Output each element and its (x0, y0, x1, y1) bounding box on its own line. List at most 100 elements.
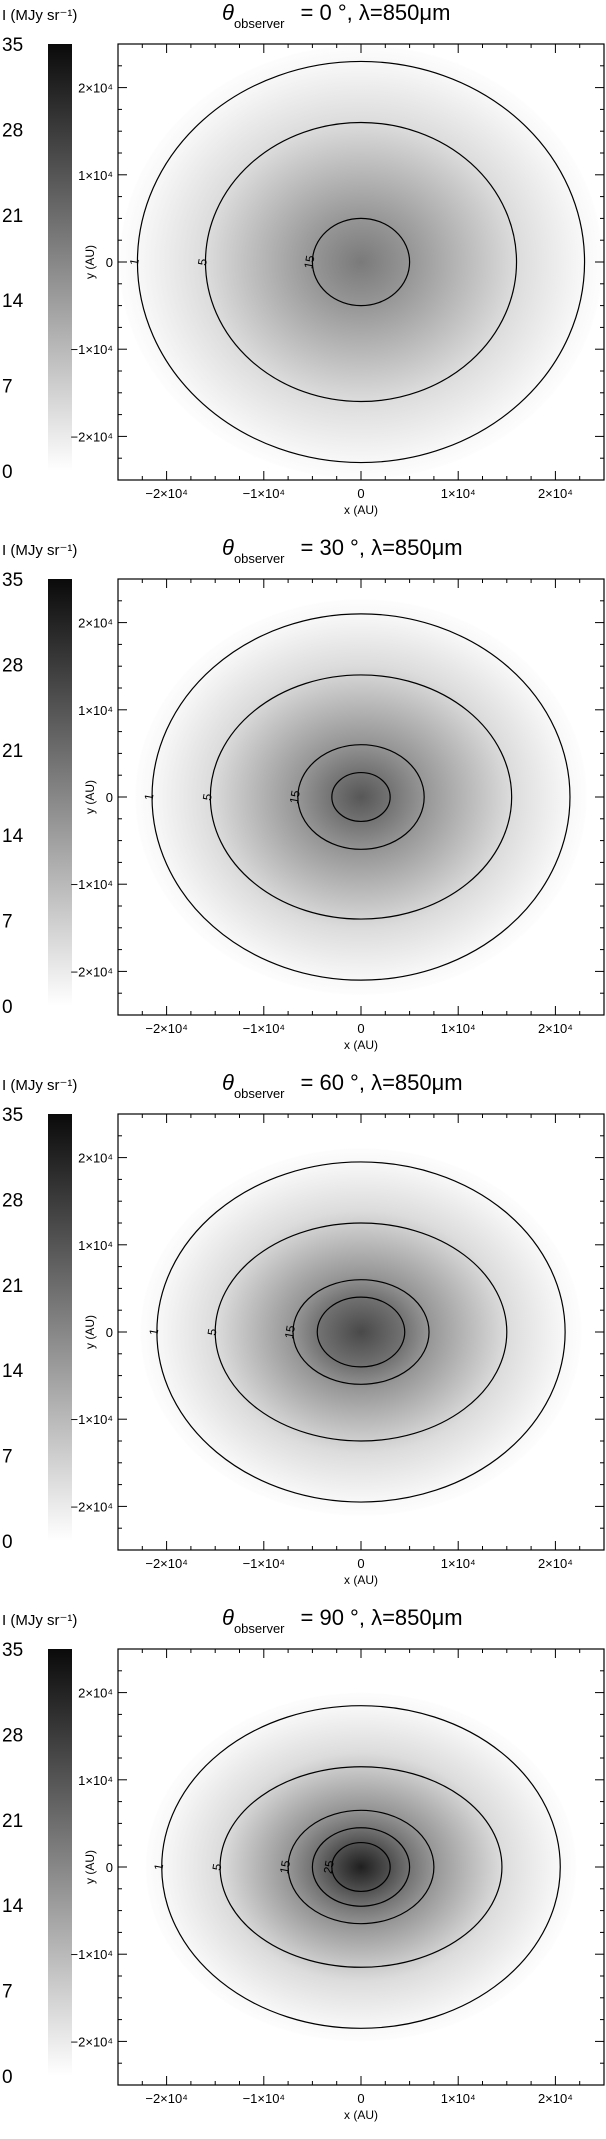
intensity-map (118, 44, 604, 480)
colorbar-tick-label: 14 (2, 291, 24, 312)
contour-label: 15 (287, 789, 303, 805)
contour-line (316, 1296, 406, 1368)
intensity-glow (145, 1692, 577, 2042)
contour-label: 5 (205, 1327, 220, 1336)
colorbar-tick-label: 7 (2, 377, 13, 398)
colorbar (48, 44, 72, 471)
colorbar-label: I (MJy sr⁻¹) (2, 7, 77, 24)
x-axis-label: x (AU) (344, 1573, 378, 1587)
colorbar (48, 1114, 72, 1541)
title-text: = 30 °, λ=850μm (301, 535, 463, 560)
y-tick-label: 0 (106, 790, 113, 805)
colorbar-tick-label: 35 (2, 1105, 23, 1126)
colorbar-label: I (MJy sr⁻¹) (2, 1612, 77, 1629)
colorbar-tick-label: 14 (2, 1361, 24, 1382)
contour-line (287, 1809, 435, 1925)
x-tick-label: 2×10⁴ (538, 2091, 573, 2106)
colorbar (48, 1649, 72, 2076)
intensity-glow (140, 1148, 582, 1516)
contour-line (156, 1161, 566, 1503)
x-tick-label: 0 (357, 1021, 364, 1036)
y-tick-label: −1×10⁴ (71, 342, 113, 357)
y-tick-label: 0 (106, 1860, 113, 1875)
y-tick-label: 2×10⁴ (78, 1686, 113, 1701)
panel-1: I (MJy sr⁻¹) 0 7 14 21 28 35 θobserver = 0 °, λ=… (2, 0, 605, 517)
panel-title: θobserver = 0 °, λ=850μm (222, 0, 450, 31)
colorbar-tick-label: 21 (2, 206, 23, 227)
y-tick-label: 0 (106, 1325, 113, 1340)
contour-line (204, 121, 518, 403)
y-tick-label: −2×10⁴ (71, 429, 113, 444)
contour-label: 1 (127, 257, 142, 266)
colorbar-tick-label: 28 (2, 655, 23, 676)
y-axis-label: y (AU) (83, 780, 97, 814)
colorbar-tick-label: 21 (2, 1276, 23, 1297)
contour-label: 1 (151, 1862, 166, 1871)
y-tick-label: 0 (106, 255, 113, 270)
y-axis-label: y (AU) (83, 1315, 97, 1349)
x-tick-label: 2×10⁴ (538, 1556, 573, 1571)
x-tick-label: 1×10⁴ (441, 1021, 476, 1036)
contour-line (151, 613, 571, 981)
theta-symbol: θ (222, 535, 234, 560)
y-tick-label: −1×10⁴ (71, 877, 113, 892)
colorbar-tick-label: 0 (2, 1532, 13, 1553)
colorbar-tick-label: 35 (2, 1640, 23, 1661)
y-axis-label: y (AU) (83, 1850, 97, 1884)
contour-label: 5 (200, 792, 215, 801)
colorbar-tick-label: 35 (2, 35, 23, 56)
contour-line (136, 60, 586, 464)
colorbar-tick-label: 35 (2, 570, 23, 591)
title-subscript: observer (234, 1621, 285, 1636)
intensity-map (118, 579, 604, 1015)
y-tick-label: −1×10⁴ (71, 1947, 113, 1962)
title-subscript: observer (234, 16, 285, 31)
colorbar-tick-label: 7 (2, 1447, 13, 1468)
x-tick-label: −2×10⁴ (145, 2091, 187, 2106)
x-tick-label: −1×10⁴ (243, 1556, 285, 1571)
x-tick-label: 0 (357, 486, 364, 501)
contour-line (292, 1279, 430, 1385)
colorbar-tick-label: 0 (2, 997, 13, 1018)
colorbar-tick-label: 7 (2, 912, 13, 933)
intensity-map (118, 1649, 604, 2085)
colorbar-tick-label: 21 (2, 741, 23, 762)
contour-line (331, 771, 391, 823)
y-tick-label: 1×10⁴ (78, 703, 113, 718)
contour-line (161, 1705, 561, 2029)
panel-title: θobserver = 90 °, λ=850μm (222, 1605, 463, 1636)
panel-title: θobserver = 30 °, λ=850μm (222, 535, 463, 566)
intensity-glow (135, 599, 587, 995)
x-tick-label: 2×10⁴ (538, 1021, 573, 1036)
y-tick-label: 1×10⁴ (78, 1773, 113, 1788)
y-tick-label: 2×10⁴ (78, 1151, 113, 1166)
colorbar (48, 579, 72, 1006)
panel-2: I (MJy sr⁻¹) 0 7 14 21 28 35 θobserver = 30 °, λ… (2, 535, 605, 1052)
x-tick-label: −2×10⁴ (145, 1021, 187, 1036)
x-tick-label: 1×10⁴ (441, 1556, 476, 1571)
contour-line (311, 217, 411, 307)
x-tick-label: −2×10⁴ (145, 1556, 187, 1571)
panel-3: I (MJy sr⁻¹) 0 7 14 21 28 35 θobserver = 60 °, λ… (2, 1070, 605, 1587)
title-text: = 60 °, λ=850μm (301, 1070, 463, 1095)
colorbar-tick-label: 14 (2, 826, 24, 847)
x-tick-label: −1×10⁴ (243, 2091, 285, 2106)
contour-label: 5 (195, 257, 210, 266)
contour-line (214, 1222, 508, 1442)
x-tick-label: −1×10⁴ (243, 486, 285, 501)
x-tick-label: 1×10⁴ (441, 2091, 476, 2106)
panel-title: θobserver = 60 °, λ=850μm (222, 1070, 463, 1101)
contour-line (209, 674, 513, 920)
colorbar-tick-label: 28 (2, 1190, 23, 1211)
colorbar-tick-label: 14 (2, 1896, 24, 1917)
contour-label: 15 (282, 1324, 298, 1340)
y-tick-label: 1×10⁴ (78, 1238, 113, 1253)
contour-label: 15 (301, 254, 317, 270)
contour-line (297, 744, 425, 850)
y-tick-label: 1×10⁴ (78, 168, 113, 183)
y-tick-label: 2×10⁴ (78, 616, 113, 631)
contour-label: 15 (277, 1859, 293, 1875)
y-axis-label: y (AU) (83, 245, 97, 279)
y-tick-label: −1×10⁴ (71, 1412, 113, 1427)
